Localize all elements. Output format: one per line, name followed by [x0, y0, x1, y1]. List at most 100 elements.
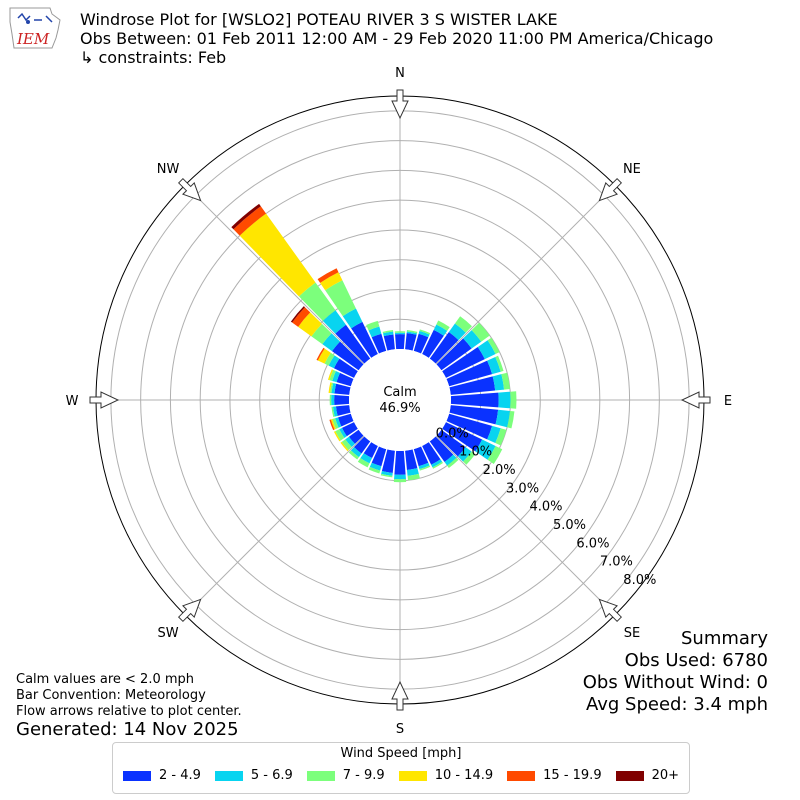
rose-bar: [418, 462, 430, 470]
rose-bar: [406, 331, 418, 335]
rose-bar: [406, 468, 419, 476]
rose-bar: [231, 203, 261, 230]
legend-swatch: [306, 770, 335, 781]
rose-bar: [322, 333, 341, 352]
rose-bar: [351, 321, 378, 358]
rose-bar: [487, 356, 501, 375]
radial-tick-label: 8.0%: [623, 573, 656, 588]
rose-bar: [454, 316, 472, 333]
rose-bar: [334, 383, 351, 395]
rose-bar: [413, 446, 429, 467]
rose-bar: [407, 473, 420, 481]
radial-tick-label: 5.0%: [553, 518, 586, 533]
rose-bar: [450, 392, 499, 408]
rose-bar: [380, 473, 393, 478]
rose-bar: [371, 333, 387, 354]
rose-bar: [329, 369, 336, 381]
speed-legend: Wind Speed [mph] 2 - 4.9 5 - 6.9 7 - 9.9 10…: [112, 742, 690, 794]
flow-arrow-icon: [177, 177, 202, 202]
radial-tick-label: 7.0%: [600, 555, 633, 570]
rose-bar: [498, 391, 511, 409]
rose-bar: [394, 331, 406, 333]
summary-obs-without-wind: Obs Without Wind: 0: [582, 672, 768, 693]
convention-note: Bar Convention: Meteorology: [16, 688, 206, 703]
rose-bar: [457, 447, 472, 462]
rose-bar: [357, 458, 370, 468]
rose-bar: [487, 425, 501, 444]
rose-bar: [446, 360, 493, 387]
rose-bar: [331, 406, 335, 418]
rose-bar: [335, 417, 342, 428]
direction-label: N: [395, 66, 405, 81]
rose-bar: [507, 410, 515, 429]
rose-bar: [325, 280, 356, 317]
rose-bar: [332, 406, 338, 417]
rose-bar: [487, 445, 503, 464]
radial-tick-label: 4.0%: [529, 500, 562, 515]
rose-bar: [382, 331, 394, 337]
chart-header: Windrose Plot for [WSLO2] POTEAU RIVER 3…: [80, 10, 713, 67]
rose-bar: [429, 331, 459, 364]
rose-bar: [363, 442, 378, 459]
rose-bar: [317, 268, 339, 283]
rose-bar: [331, 382, 337, 394]
rose-bar: [329, 394, 332, 406]
rose-bar: [328, 382, 332, 394]
rose-bar: [342, 308, 363, 329]
legend-label: 5 - 6.9: [250, 768, 293, 783]
rose-bar: [327, 369, 334, 381]
rose-bar: [339, 427, 347, 438]
rose-bar: [330, 419, 336, 430]
rose-bar: [492, 374, 505, 391]
legend-label: 7 - 9.9: [342, 768, 385, 783]
legend-label: 10 - 14.9: [434, 768, 494, 783]
flow-note: Flow arrows relative to plot center.: [16, 704, 242, 719]
legend-label: 2 - 4.9: [158, 768, 201, 783]
rose-bar: [394, 450, 406, 475]
rose-bar: [311, 323, 332, 345]
rose-bar: [433, 324, 448, 336]
rose-bar: [477, 340, 496, 360]
flow-arrow-icon: [598, 177, 623, 202]
radial-tick-label: 3.0%: [506, 481, 539, 496]
rose-bar: [298, 282, 336, 321]
radial-tick-label: 2.0%: [483, 463, 516, 478]
summary-title: Summary: [681, 628, 768, 649]
rose-bar: [501, 372, 510, 390]
chart-period: Obs Between: 01 Feb 2011 12:00 AM - 29 F…: [80, 29, 714, 48]
rose-bar: [418, 330, 430, 338]
direction-label: W: [66, 394, 79, 409]
summary-avg-speed: Avg Speed: 3.4 mph: [586, 694, 768, 715]
rose-bar: [436, 429, 466, 457]
flow-arrow-icon: [177, 598, 202, 623]
rose-bar: [239, 213, 316, 297]
radial-tick-label: 0.0%: [436, 426, 469, 441]
rose-bar: [338, 413, 354, 427]
rose-bar: [345, 436, 355, 448]
rose-bar: [495, 409, 510, 428]
rose-bar: [436, 338, 472, 371]
rose-bar: [436, 320, 450, 331]
rose-bar: [322, 310, 346, 334]
flow-arrow-icon: [89, 391, 120, 409]
rose-bar: [348, 450, 359, 460]
rose-bar: [405, 332, 417, 351]
flow-arrow-icon: [598, 598, 623, 623]
rose-bar: [324, 352, 335, 366]
rose-bar: [381, 449, 395, 473]
rose-bar: [475, 439, 496, 460]
calm-label: Calm: [383, 385, 416, 400]
logo-text: IEM: [16, 30, 50, 48]
rose-bar: [368, 326, 382, 338]
direction-label: NW: [157, 162, 180, 177]
rose-bar: [442, 422, 483, 452]
rose-bar: [340, 441, 349, 452]
rose-bar: [329, 419, 335, 431]
grid-spoke: [435, 435, 616, 616]
rose-bar: [332, 418, 339, 429]
rose-bar: [383, 334, 395, 351]
rose-bar: [331, 394, 335, 406]
direction-label: NE: [623, 162, 641, 177]
legend-item: 20+: [615, 768, 679, 783]
